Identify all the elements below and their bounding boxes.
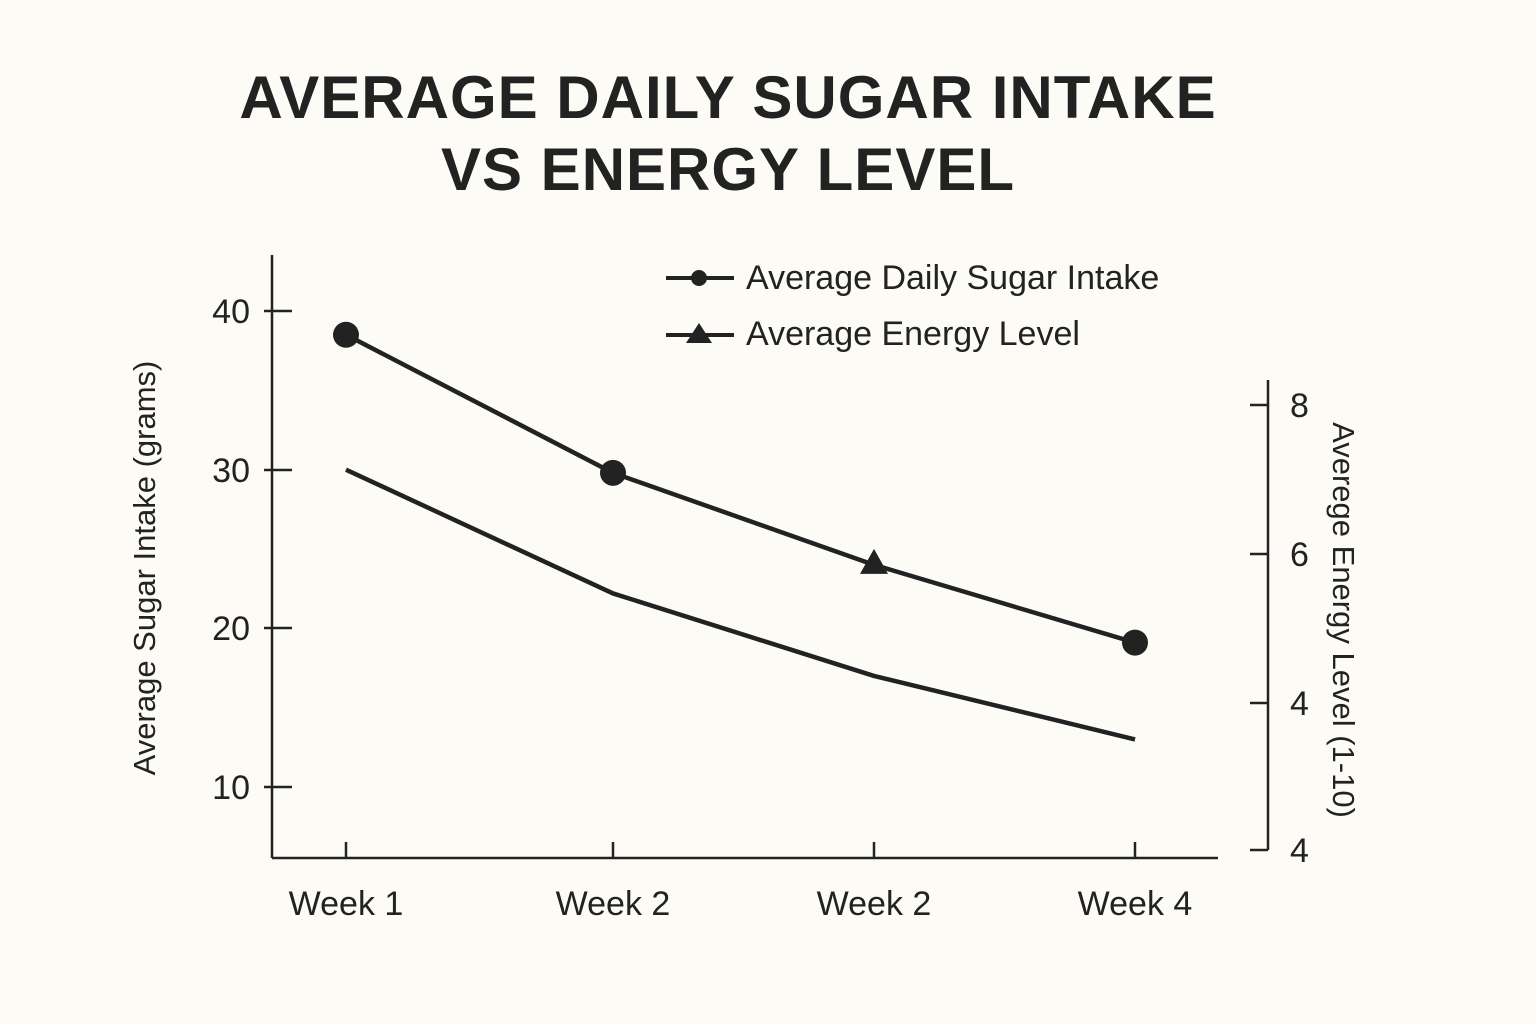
data-point-circle — [333, 321, 359, 348]
legend: Average Daily Sugar Intake Average Energ… — [666, 259, 1159, 353]
chart-title: AVERAGE DAILY SUGAR INTAKE VS ENERGY LEV… — [0, 62, 1456, 206]
chart-title-line-2: VS ENERGY LEVEL — [440, 136, 1016, 203]
legend-circle-marker — [691, 270, 707, 286]
left-tick-label: 10 — [212, 769, 250, 807]
x-tick-label: Week 2 — [817, 885, 932, 923]
series-line-1 — [345, 467, 1136, 742]
legend-triangle-marker — [686, 323, 712, 343]
right-tick-label: 6 — [1290, 536, 1309, 574]
left-tick-label: 30 — [212, 452, 250, 490]
legend-label-energy: Average Energy Level — [746, 315, 1080, 353]
data-point-circle — [1122, 629, 1148, 656]
right-axis-title: Averege Energy Level (1-10) — [1326, 422, 1361, 818]
x-tick-label: Week 2 — [556, 885, 671, 923]
legend-label-sugar: Average Daily Sugar Intake — [746, 259, 1159, 297]
right-tick-label: 4 — [1290, 832, 1309, 870]
left-tick-label: 20 — [212, 610, 250, 648]
data-point-circle — [600, 459, 626, 486]
x-tick-label: Week 4 — [1078, 885, 1193, 923]
series-line-0 — [344, 332, 1136, 645]
chart-title-line-1: AVERAGE DAILY SUGAR INTAKE — [239, 64, 1217, 131]
left-tick-label: 40 — [212, 293, 250, 331]
right-tick-label: 4 — [1290, 685, 1309, 723]
x-tick-label: Week 1 — [289, 885, 404, 923]
data-point-triangle — [860, 548, 888, 574]
series-layer — [333, 321, 1148, 742]
right-tick-label: 8 — [1290, 387, 1309, 425]
left-axis-title: Average Sugar Intake (grams) — [127, 361, 162, 776]
